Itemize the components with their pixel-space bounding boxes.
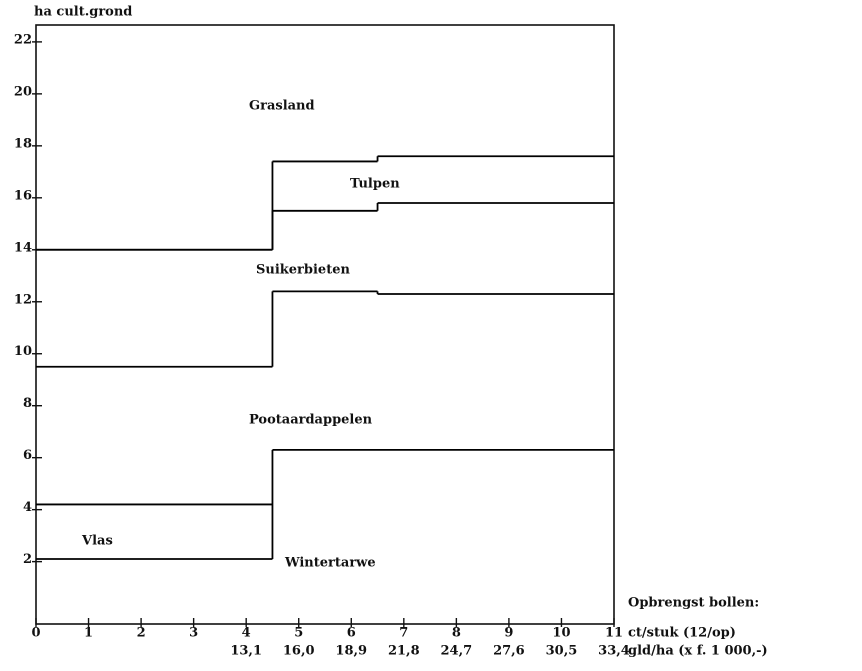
region-label: Vlas bbox=[81, 534, 113, 549]
x2-tick-label: 30,5 bbox=[546, 644, 578, 659]
plot-frame bbox=[35, 24, 615, 625]
x-axis-label: ct/stuk (12/op) bbox=[628, 626, 736, 641]
y-tick-label: 12 bbox=[14, 292, 32, 307]
x2-tick-label: 27,6 bbox=[493, 644, 525, 659]
x-tick-label: 3 bbox=[189, 626, 198, 641]
y-tick-label: 22 bbox=[14, 32, 32, 47]
x-tick-label: 4 bbox=[242, 626, 251, 641]
region-label: Tulpen bbox=[350, 177, 400, 192]
y-tick-label: 8 bbox=[23, 396, 32, 411]
x-tick-label: 7 bbox=[399, 626, 408, 641]
x2-tick-label: 21,8 bbox=[388, 644, 420, 659]
y-tick-label: 4 bbox=[23, 500, 32, 515]
y-axis-label: ha cult.grond bbox=[34, 5, 132, 20]
region-label: Pootaardappelen bbox=[249, 413, 373, 428]
x2-tick-label: 13,1 bbox=[230, 644, 262, 659]
x-axis-label: gld/ha (x f. 1 000,-) bbox=[628, 644, 768, 659]
x2-tick-label: 16,0 bbox=[283, 644, 315, 659]
y-tick-label: 6 bbox=[23, 448, 32, 463]
x-tick-label: 0 bbox=[31, 626, 40, 641]
x-tick-label: 1 bbox=[84, 626, 93, 641]
x2-tick-label: 18,9 bbox=[335, 644, 367, 659]
x-tick-label: 5 bbox=[294, 626, 303, 641]
x-tick-label: 11 bbox=[605, 626, 623, 641]
x-tick-label: 9 bbox=[504, 626, 513, 641]
x2-tick-label: 24,7 bbox=[441, 644, 473, 659]
y-tick-label: 14 bbox=[14, 240, 32, 255]
region-label: Suikerbieten bbox=[256, 263, 350, 278]
y-tick-label: 20 bbox=[14, 84, 32, 99]
y-tick-label: 10 bbox=[14, 344, 32, 359]
x-tick-label: 6 bbox=[347, 626, 356, 641]
x-tick-label: 2 bbox=[137, 626, 146, 641]
region-label: Grasland bbox=[249, 99, 315, 114]
x2-tick-label: 33,4 bbox=[598, 644, 630, 659]
x-tick-label: 8 bbox=[452, 626, 461, 641]
x-tick-label: 10 bbox=[552, 626, 570, 641]
y-tick-label: 2 bbox=[23, 552, 32, 567]
x-axis-label: Opbrengst bollen: bbox=[628, 596, 759, 611]
y-tick-label: 16 bbox=[14, 188, 32, 203]
y-tick-label: 18 bbox=[14, 136, 32, 151]
region-label: Wintertarwe bbox=[284, 556, 376, 571]
